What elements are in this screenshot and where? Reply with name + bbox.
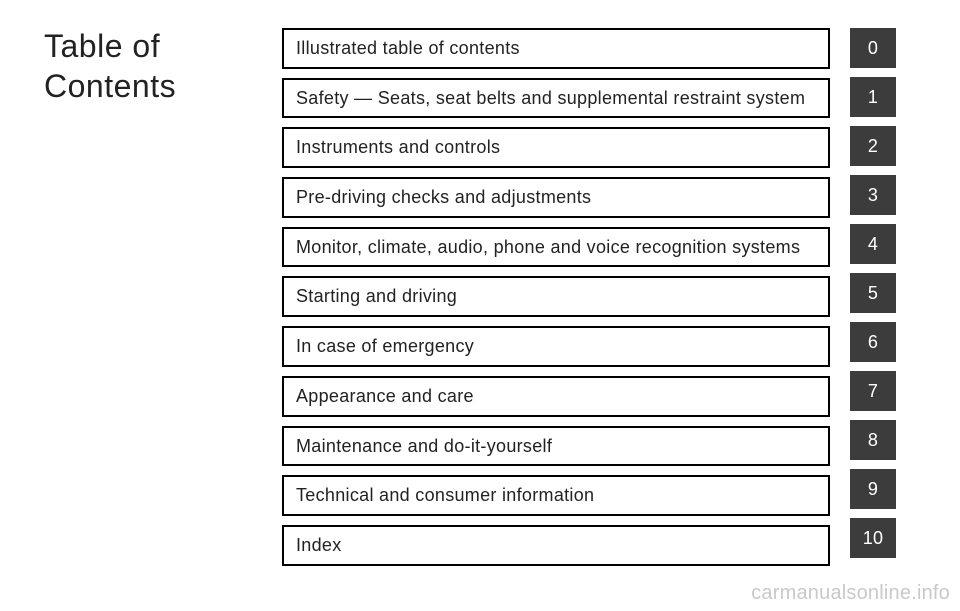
chapter-label: Appearance and care xyxy=(296,386,474,407)
chapter-item[interactable]: Instruments and controls xyxy=(282,127,830,168)
tab-number: 7 xyxy=(868,381,878,402)
chapter-item[interactable]: Starting and driving xyxy=(282,276,830,317)
chapter-tab[interactable]: 2 xyxy=(850,126,896,166)
tab-number: 9 xyxy=(868,479,878,500)
chapter-tab[interactable]: 8 xyxy=(850,420,896,460)
chapter-tab[interactable]: 4 xyxy=(850,224,896,264)
chapter-tab[interactable]: 5 xyxy=(850,273,896,313)
chapter-tab[interactable]: 9 xyxy=(850,469,896,509)
chapter-tab[interactable]: 1 xyxy=(850,77,896,117)
chapter-label: In case of emergency xyxy=(296,336,474,357)
chapter-label: Index xyxy=(296,535,342,556)
chapter-label: Illustrated table of contents xyxy=(296,38,520,59)
tab-number: 8 xyxy=(868,430,878,451)
page: Table of Contents Illustrated table of c… xyxy=(0,0,960,611)
chapter-item[interactable]: Appearance and care xyxy=(282,376,830,417)
chapter-tab[interactable]: 10 xyxy=(850,518,896,558)
tab-number: 0 xyxy=(868,38,878,59)
chapter-item[interactable]: Safety — Seats, seat belts and supplemen… xyxy=(282,78,830,119)
chapter-item[interactable]: Monitor, climate, audio, phone and voice… xyxy=(282,227,830,268)
chapter-item[interactable]: Illustrated table of contents xyxy=(282,28,830,69)
chapter-item[interactable]: Pre-driving checks and adjustments xyxy=(282,177,830,218)
chapter-item[interactable]: In case of emergency xyxy=(282,326,830,367)
page-title: Table of Contents xyxy=(44,26,264,106)
tab-number: 5 xyxy=(868,283,878,304)
chapter-tab[interactable]: 0 xyxy=(850,28,896,68)
tab-number: 6 xyxy=(868,332,878,353)
chapter-tab[interactable]: 6 xyxy=(850,322,896,362)
tab-number: 10 xyxy=(863,528,884,549)
chapter-item[interactable]: Technical and consumer information xyxy=(282,475,830,516)
chapter-label: Instruments and controls xyxy=(296,137,500,158)
chapter-label: Technical and consumer information xyxy=(296,485,594,506)
watermark-text: carmanualsonline.info xyxy=(751,582,950,605)
chapter-label: Pre-driving checks and adjustments xyxy=(296,187,591,208)
title-line-2: Contents xyxy=(44,68,176,104)
chapter-tabs: 0 1 2 3 4 5 6 7 8 9 10 xyxy=(850,28,896,558)
chapter-label: Starting and driving xyxy=(296,286,457,307)
chapter-tab[interactable]: 7 xyxy=(850,371,896,411)
chapter-item[interactable]: Index xyxy=(282,525,830,566)
title-line-1: Table of xyxy=(44,28,160,64)
chapter-item[interactable]: Maintenance and do-it-yourself xyxy=(282,426,830,467)
tab-number: 1 xyxy=(868,87,878,108)
chapter-tab[interactable]: 3 xyxy=(850,175,896,215)
tab-number: 2 xyxy=(868,136,878,157)
chapter-label: Monitor, climate, audio, phone and voice… xyxy=(296,237,800,258)
tab-number: 4 xyxy=(868,234,878,255)
tab-number: 3 xyxy=(868,185,878,206)
chapter-label: Safety — Seats, seat belts and supplemen… xyxy=(296,88,805,109)
chapter-label: Maintenance and do-it-yourself xyxy=(296,436,552,457)
chapter-list: Illustrated table of contents Safety — S… xyxy=(282,28,830,566)
